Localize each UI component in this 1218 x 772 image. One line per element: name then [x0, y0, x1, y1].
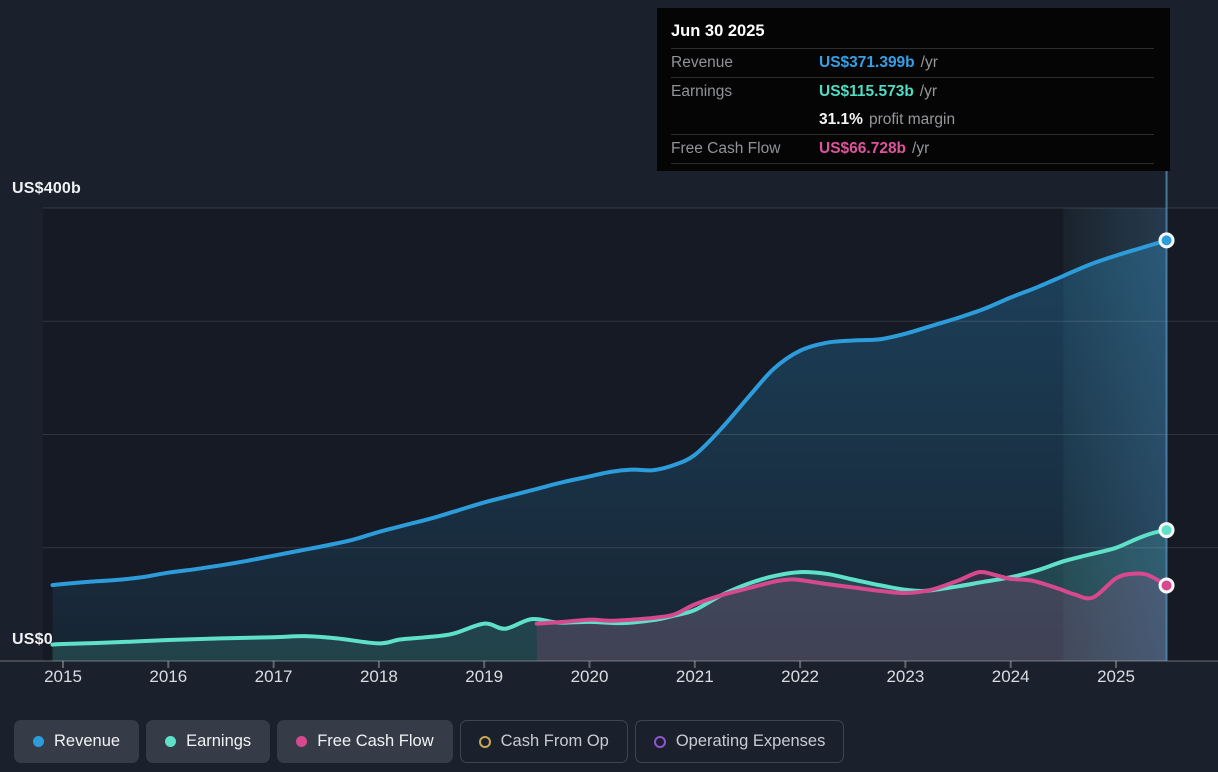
tooltip-row-profit-margin: 31.1% profit margin: [671, 106, 1154, 135]
tooltip-margin-suffix: profit margin: [868, 111, 956, 128]
tooltip-margin-value: 31.1%: [819, 111, 863, 128]
legend-button-earnings[interactable]: Earnings: [146, 720, 271, 763]
tooltip-date: Jun 30 2025: [671, 15, 1154, 49]
tooltip-row-revenue: Revenue US$371.399b /yr: [671, 49, 1154, 78]
x-tick-label-2020: 2020: [570, 667, 609, 686]
x-tick-label-2019: 2019: [465, 667, 504, 686]
free-cash-flow-area: [536, 571, 1167, 661]
operating-expenses-series-icon: [653, 735, 666, 748]
tooltip-fcf-value: US$66.728b: [819, 140, 907, 157]
legend-button-free-cash-flow[interactable]: Free Cash Flow: [277, 720, 453, 763]
revenue-area: [52, 240, 1167, 661]
tooltip-fcf-suffix: /yr: [912, 140, 930, 157]
legend-label-earnings: Earnings: [186, 732, 252, 750]
revenue-endpoint-marker: [1158, 232, 1175, 249]
tooltip-revenue-value: US$371.399b: [819, 54, 915, 71]
ttm-highlight-band: [1063, 208, 1167, 661]
x-tick-label-2015: 2015: [44, 667, 82, 686]
cash-from-op-series-icon: [478, 735, 491, 748]
legend-label-cash-from-op: Cash From Op: [500, 732, 609, 750]
tooltip-row-earnings: Earnings US$115.573b /yr: [671, 78, 1154, 106]
legend-label-operating-expenses: Operating Expenses: [675, 732, 826, 750]
tooltip-revenue-suffix: /yr: [920, 54, 938, 71]
tooltip-row-free-cash-flow: Free Cash Flow US$66.728b /yr: [671, 135, 1154, 164]
tooltip-earnings-label: Earnings: [671, 83, 733, 100]
tooltip-earnings-value: US$115.573b: [819, 83, 914, 100]
legend-button-cash-from-op[interactable]: Cash From Op: [459, 720, 628, 763]
earnings-line: [50, 528, 1169, 647]
y-axis-zero-label: US$0: [12, 631, 53, 648]
x-tick-label-2022: 2022: [781, 667, 819, 686]
x-tick-label-2016: 2016: [149, 667, 188, 686]
legend-button-operating-expenses[interactable]: Operating Expenses: [634, 720, 845, 763]
revenue-series-icon: [33, 736, 44, 747]
earnings-series-icon: [165, 736, 177, 747]
revenue-line: [50, 238, 1169, 588]
tooltip-revenue-label: Revenue: [671, 54, 734, 71]
earnings-endpoint-marker: [1158, 522, 1175, 539]
x-tick-label-2017: 2017: [254, 667, 293, 686]
tooltip-fcf-label: Free Cash Flow: [671, 140, 781, 157]
x-tick-label-2021: 2021: [675, 667, 714, 686]
tooltip-earnings-suffix: /yr: [919, 83, 938, 100]
legend-label-revenue: Revenue: [54, 732, 121, 750]
x-tick-label-2025: 2025: [1097, 667, 1135, 686]
x-tick-label-2023: 2023: [886, 667, 925, 686]
earnings-area: [52, 530, 1167, 661]
legend-label-free-cash-flow: Free Cash Flow: [317, 732, 434, 750]
chart-tooltip: Jun 30 2025 Revenue US$371.399b /yr Earn…: [657, 8, 1170, 171]
free-cash-flow-line: [534, 569, 1169, 626]
chart-legend: Revenue Earnings Free Cash Flow Cash From O…: [14, 720, 845, 763]
legend-button-revenue[interactable]: Revenue: [14, 720, 140, 763]
x-tick-label-2024: 2024: [991, 667, 1030, 686]
free-cash-flow-endpoint-marker: [1158, 577, 1175, 594]
y-axis-max-label: US$400b: [12, 180, 81, 197]
free-cash-flow-series-icon: [296, 736, 308, 747]
x-tick-label-2018: 2018: [359, 667, 398, 686]
